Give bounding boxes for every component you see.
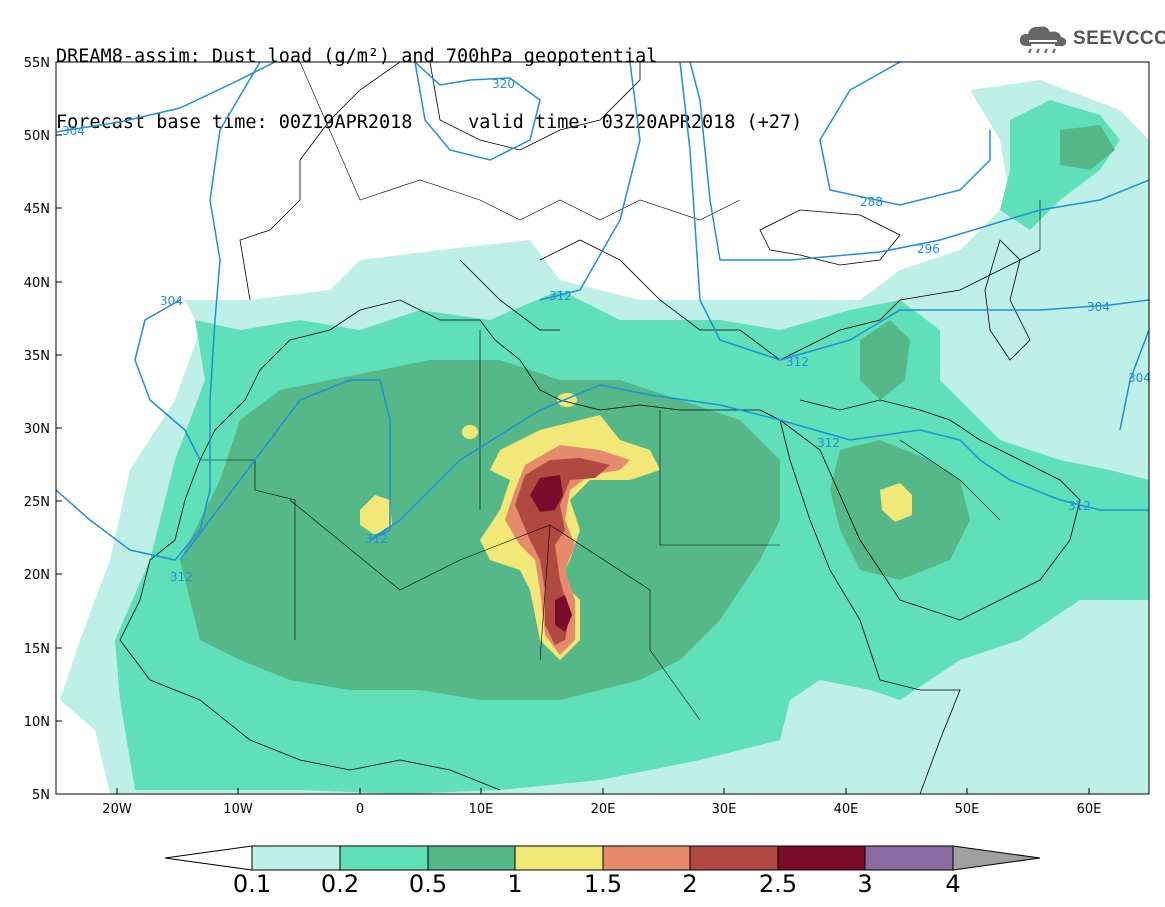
lon-label: 20E <box>591 802 616 817</box>
colorbar-swatch <box>864 845 954 871</box>
dust-level-0.5-levant <box>860 320 910 400</box>
colorbar-swatch <box>689 845 779 871</box>
lon-label: 20W <box>102 802 132 817</box>
lat-label: 20N <box>24 568 50 583</box>
contour-label: 312 <box>549 289 572 303</box>
caspian-coast <box>984 239 1031 361</box>
contour-304-east <box>679 62 1149 361</box>
coastlines <box>119 62 1081 794</box>
borders <box>200 62 1041 721</box>
colorbar-swatch <box>602 845 691 871</box>
contour-312-sahara <box>179 379 1149 561</box>
colorbar-swatch <box>777 845 866 871</box>
dust-level-1-arabia <box>880 483 912 522</box>
dust-level-2.5 <box>530 475 563 512</box>
lon-label: 0 <box>356 802 364 817</box>
geopotential-contours <box>56 62 1149 561</box>
colorbar-label: 4 <box>945 870 961 898</box>
cloud-rain-icon <box>1019 26 1067 54</box>
border-line-2 <box>289 499 651 650</box>
lon-label: 10W <box>223 802 253 817</box>
contour-label: 312 <box>786 355 809 369</box>
contour-320 <box>414 62 541 161</box>
colorbar <box>164 845 1041 871</box>
colorbar-high-arrow <box>952 845 1041 871</box>
colorbar-label: 2 <box>682 870 698 898</box>
border-line-4 <box>539 524 701 721</box>
lat-label: 15N <box>24 642 50 657</box>
lat-label: 30N <box>24 422 50 437</box>
lat-label: 5N <box>32 788 50 803</box>
colorbar-swatch <box>514 845 604 871</box>
longitude-axis: 20W 10W 0 10E 20E 30E 40E 50E 60E <box>102 788 1101 817</box>
lat-label: 45N <box>24 202 50 217</box>
lon-label: 30E <box>712 802 737 817</box>
contour-label: 304 <box>62 124 85 138</box>
lat-label: 50N <box>24 129 50 144</box>
border-line-1 <box>200 459 296 640</box>
contour-304-nw <box>56 62 276 133</box>
contour-296 <box>689 62 1149 261</box>
seevccc-logo: SEEVCCC <box>1017 24 1165 54</box>
lon-label: 40E <box>834 802 859 817</box>
contour-288 <box>819 62 991 206</box>
arabia-coast <box>779 399 1081 621</box>
contour-label: 312 <box>817 436 840 450</box>
colorbar-label: 0.1 <box>232 870 272 898</box>
contour-label: 312 <box>365 532 388 546</box>
colorbar-swatch <box>427 845 516 871</box>
border-line-3 <box>479 330 780 546</box>
colorbar-label: 2.5 <box>758 870 798 898</box>
lat-label: 40N <box>24 276 50 291</box>
lat-label: 35N <box>24 349 50 364</box>
lat-label: 10N <box>24 715 50 730</box>
dust-level-1-spot <box>462 425 478 439</box>
contour-312-europe <box>539 62 641 301</box>
contour-label: 304 <box>1128 371 1151 385</box>
colorbar-label: 0.5 <box>408 870 448 898</box>
latitude-axis: 55N 50N 45N 40N 35N 30N 25N 20N 15N 10N … <box>24 56 62 803</box>
contour-label: 296 <box>917 242 940 256</box>
colorbar-label: 3 <box>857 870 873 898</box>
contour-label: 304 <box>1087 300 1110 314</box>
contour-labels: 304 320 312 288 296 304 304 312 312 312 … <box>62 77 1151 584</box>
border-line-5 <box>899 200 1041 521</box>
contour-312-main <box>56 62 261 561</box>
lon-label: 60E <box>1077 802 1102 817</box>
westafrica-coast <box>119 459 501 791</box>
contour-label: 304 <box>160 294 183 308</box>
contour-304-east2 <box>1119 329 1149 431</box>
contour-304-atlantic <box>134 299 201 461</box>
lat-label: 55N <box>24 56 50 71</box>
lat-label: 25N <box>24 495 50 510</box>
border-line-6 <box>299 62 741 221</box>
contour-label: 320 <box>492 77 515 91</box>
logo-text: SEEVCCC <box>1073 28 1165 49</box>
colorbar-swatch <box>251 845 341 871</box>
title-line-2: Forecast base time: 00Z19APR2018 valid t… <box>56 112 803 133</box>
colorbar-label: 0.2 <box>320 870 360 898</box>
black-sea-coast <box>759 209 901 266</box>
colorbar-label: 1 <box>507 870 523 898</box>
contour-label: 312 <box>170 570 193 584</box>
contour-label: 312 <box>1068 499 1091 513</box>
lon-ticks <box>116 788 1090 794</box>
lon-label: 10E <box>469 802 494 817</box>
europe-coast <box>239 62 1041 361</box>
dust-field <box>60 80 1149 794</box>
dust-level-1-west <box>360 495 392 535</box>
colorbar-label: 1.5 <box>583 870 623 898</box>
africa-coast <box>199 299 961 794</box>
dust-level-0.5-ne <box>1060 125 1115 170</box>
lon-label: 50E <box>955 802 980 817</box>
lat-ticks <box>56 61 62 795</box>
colorbar-low-arrow <box>164 845 253 871</box>
dust-level-2.5-south <box>555 595 572 632</box>
contour-label: 288 <box>860 195 883 209</box>
colorbar-swatch <box>339 845 429 871</box>
